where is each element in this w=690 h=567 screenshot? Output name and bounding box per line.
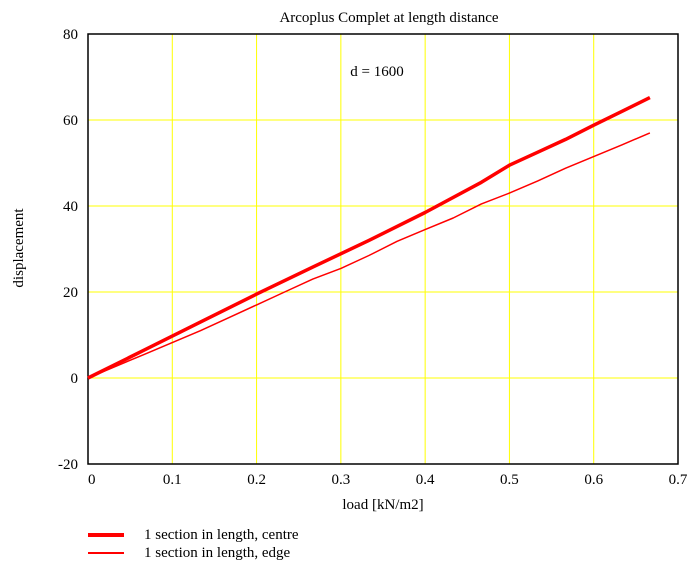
series-line-1 [87, 132, 651, 379]
y-tick-label-1: 0 [71, 371, 79, 387]
y-tick-label-5: 80 [63, 27, 78, 43]
x-tick-label-6: 0.6 [584, 472, 603, 488]
legend-label-edge: 1 section in length, edge [144, 545, 291, 561]
series-line-0 [87, 96, 651, 380]
grid-lines [88, 34, 678, 464]
chart-title: Arcoplus Complet at length distance [279, 10, 498, 26]
x-tick-label-2: 0.2 [247, 472, 266, 488]
y-axis-label: displacement [11, 208, 27, 288]
series-lines [87, 96, 651, 380]
plot-frame [87, 33, 679, 465]
legend: 1 section in length, centre 1 section in… [88, 526, 299, 562]
legend-label-centre: 1 section in length, centre [144, 527, 299, 543]
y-tick-label-3: 40 [63, 199, 78, 215]
y-tick-labels: -20 0 20 40 60 80 [58, 27, 78, 473]
x-tick-label-7: 0.7 [669, 472, 688, 488]
x-tick-label-3: 0.3 [331, 472, 350, 488]
legend-item-centre: 1 section in length, centre [88, 526, 299, 544]
y-tick-label-0: -20 [58, 457, 78, 473]
x-tick-label-0: 0 [88, 472, 96, 488]
y-tick-label-2: 20 [63, 285, 78, 301]
x-tick-labels: 0 0.1 0.2 0.3 0.4 0.5 0.6 0.7 [88, 472, 688, 488]
legend-item-edge: 1 section in length, edge [88, 544, 299, 562]
x-tick-label-4: 0.4 [416, 472, 435, 488]
x-tick-label-1: 0.1 [163, 472, 182, 488]
chart-annotation: d = 1600 [350, 64, 403, 80]
x-tick-label-5: 0.5 [500, 472, 519, 488]
x-axis-label: load [kN/m2] [342, 497, 423, 513]
legend-swatch-edge [88, 552, 124, 554]
legend-swatch-centre [88, 533, 124, 537]
y-tick-label-4: 60 [63, 113, 78, 129]
